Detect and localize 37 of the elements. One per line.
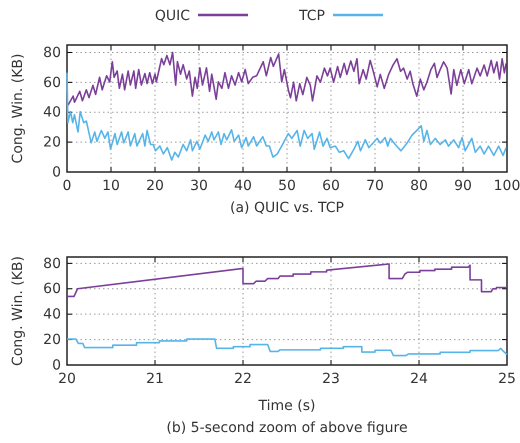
line-series: [66, 263, 508, 298]
x-tick-label: 90: [454, 178, 472, 194]
text: (b) 5-second zoom of above figure: [166, 420, 408, 436]
legend-label: QUIC: [154, 8, 190, 24]
x-tick-label: 30: [190, 178, 208, 194]
y-tick-label: 0: [52, 164, 61, 180]
y-tick-label: 40: [43, 104, 61, 121]
x-tick-label: 23: [322, 370, 340, 387]
y-axis-title: Cong. Win. (KB): [10, 54, 26, 164]
y-tick-label: 40: [43, 306, 61, 323]
x-tick-label: 0: [62, 178, 72, 194]
y-axis-title: Cong. Win. (KB): [10, 256, 26, 366]
y-tick-label: 60: [43, 281, 61, 298]
x-tick-label: 25: [498, 370, 516, 387]
line-series: [66, 72, 507, 161]
x-tick-label: 60: [322, 178, 340, 194]
x-tick-label: 21: [146, 370, 164, 387]
x-tick-label: 50: [278, 178, 296, 194]
x-axis-title: Time (s): [258, 398, 316, 414]
x-tick-label: 22: [234, 370, 252, 387]
y-tick-label: 80: [43, 44, 61, 61]
x-tick-label: 70: [366, 178, 384, 194]
y-tick-label: 60: [43, 74, 61, 91]
x-tick-label: 10: [102, 178, 120, 194]
x-tick-label: 40: [234, 178, 252, 194]
x-tick-label: 100: [494, 178, 520, 194]
legend-label: TCP: [298, 8, 325, 24]
y-tick-label: 20: [43, 134, 61, 151]
line-series: [66, 338, 508, 356]
y-tick-label: 80: [43, 256, 61, 272]
line-series: [67, 52, 507, 106]
y-tick-label: 20: [43, 332, 61, 348]
x-tick-label: 80: [410, 178, 428, 194]
y-tick-label: 0: [52, 357, 61, 374]
x-tick-label: 24: [410, 370, 428, 387]
x-tick-label: 20: [146, 178, 164, 194]
text: (a) QUIC vs. TCP: [230, 200, 344, 216]
